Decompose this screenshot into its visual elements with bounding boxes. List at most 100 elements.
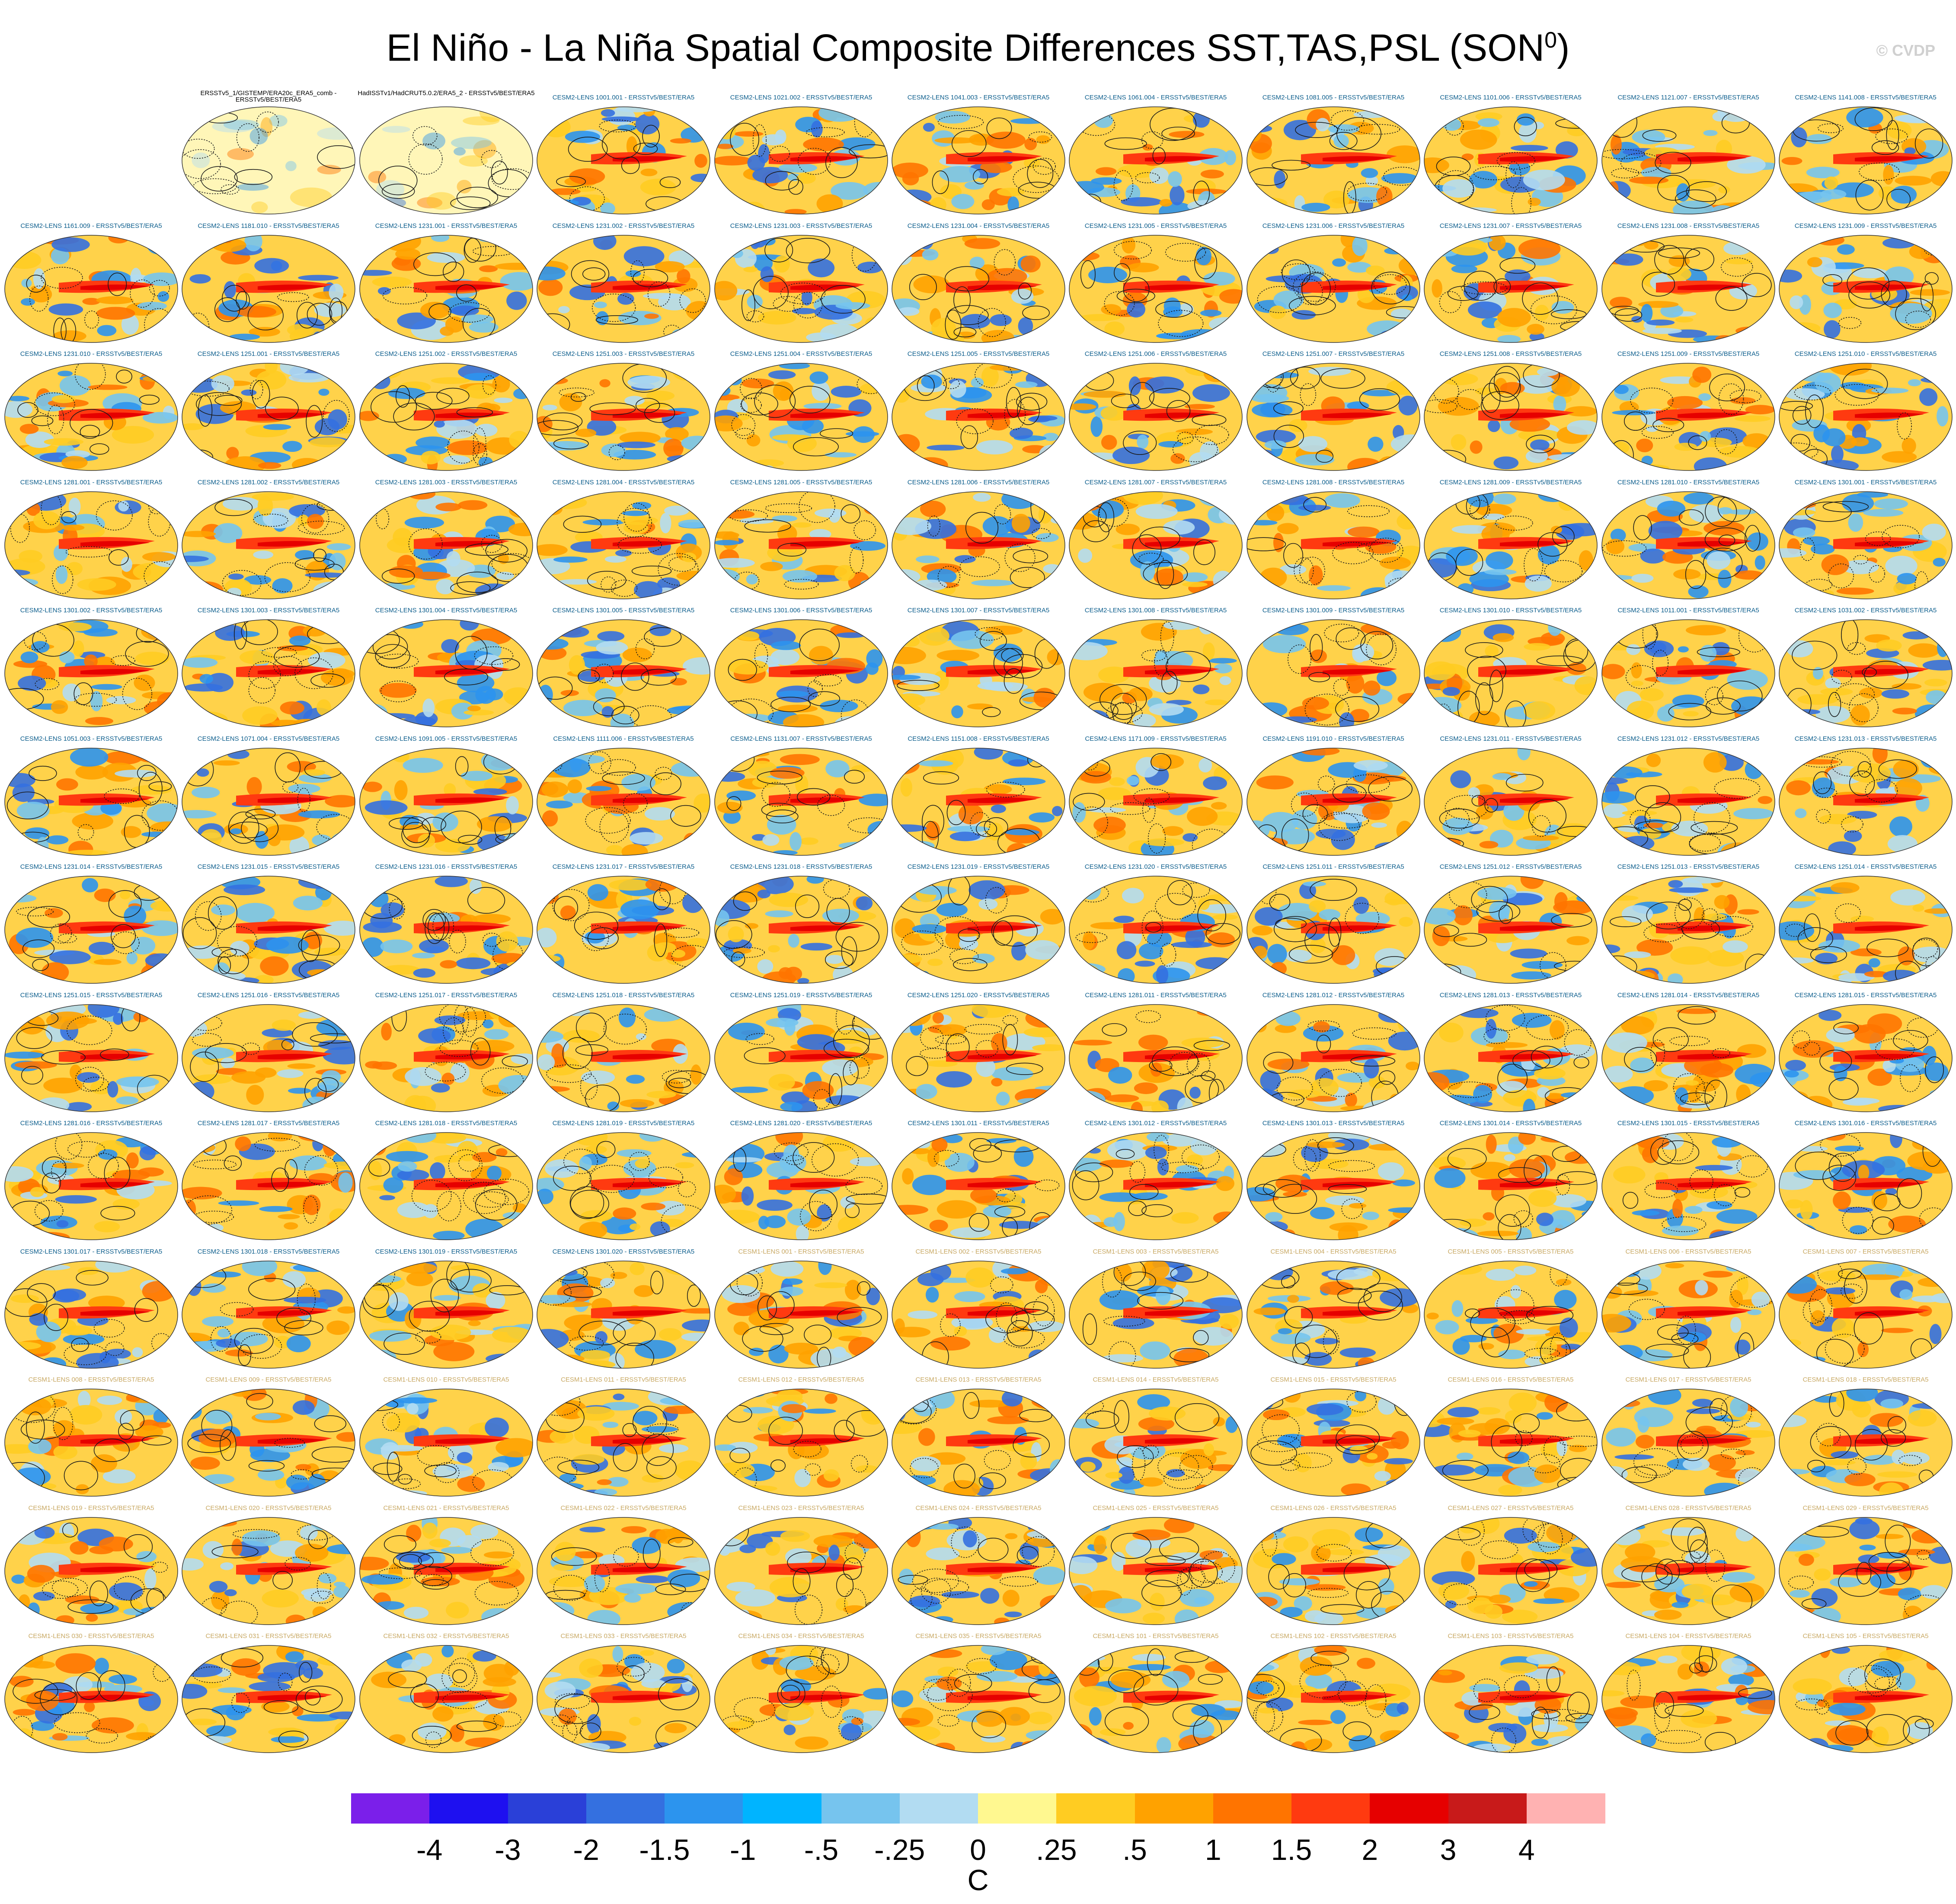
- composite-map: [1424, 1004, 1598, 1112]
- map-panel: CESM2-LENS 1231.018 - ERSSTv5/BEST/ERA5: [713, 859, 890, 987]
- panel-label: CESM2-LENS 1251.016 - ERSSTv5/BEST/ERA5: [197, 992, 340, 999]
- composite-map: [1601, 491, 1775, 599]
- map-panel: CESM2-LENS 1231.003 - ERSSTv5/BEST/ERA5: [713, 218, 890, 346]
- map-panel: CESM2-LENS 1021.002 - ERSSTv5/BEST/ERA5: [713, 90, 890, 218]
- panel-label: CESM2-LENS 1251.008 - ERSSTv5/BEST/ERA5: [1439, 350, 1582, 358]
- composite-map: [1424, 748, 1598, 856]
- panel-label: CESM2-LENS 1301.017 - ERSSTv5/BEST/ERA5: [20, 1248, 163, 1255]
- map-panel: CESM1-LENS 003 - ERSSTv5/BEST/ERA5: [1067, 1244, 1244, 1372]
- composite-map: [182, 1389, 355, 1497]
- composite-map: [1601, 363, 1775, 471]
- map-panel: CESM1-LENS 035 - ERSSTv5/BEST/ERA5: [890, 1629, 1067, 1757]
- map-panel: CESM2-LENS 1061.004 - ERSSTv5/BEST/ERA5: [1067, 90, 1244, 218]
- map-panel: CESM2-LENS 1281.006 - ERSSTv5/BEST/ERA5: [890, 475, 1067, 603]
- composite-map: [1779, 1004, 1953, 1112]
- map-panel: CESM1-LENS 033 - ERSSTv5/BEST/ERA5: [535, 1629, 712, 1757]
- composite-map: [4, 748, 178, 856]
- panel-label: CESM1-LENS 014 - ERSSTv5/BEST/ERA5: [1093, 1376, 1219, 1383]
- panel-label: CESM2-LENS 1231.004 - ERSSTv5/BEST/ERA5: [907, 222, 1050, 230]
- map-panel: CESM2-LENS 1301.009 - ERSSTv5/BEST/ERA5: [1245, 603, 1422, 731]
- panel-label: CESM2-LENS 1251.011 - ERSSTv5/BEST/ERA5: [1262, 863, 1404, 870]
- panel-label: CESM1-LENS 015 - ERSSTv5/BEST/ERA5: [1270, 1376, 1397, 1383]
- map-panel: CESM1-LENS 007 - ERSSTv5/BEST/ERA5: [1777, 1244, 1954, 1372]
- composite-map: [182, 1132, 355, 1240]
- composite-map: [892, 1004, 1065, 1112]
- composite-map: [714, 1004, 888, 1112]
- map-panel: CESM2-LENS 1231.015 - ERSSTv5/BEST/ERA5: [180, 859, 357, 987]
- composite-map: [359, 1517, 533, 1625]
- composite-map: [1424, 876, 1598, 984]
- composite-map: [1246, 1389, 1420, 1497]
- panel-label: CESM2-LENS 1231.011 - ERSSTv5/BEST/ERA5: [1440, 735, 1582, 742]
- panel-label: CESM1-LENS 033 - ERSSTv5/BEST/ERA5: [560, 1632, 687, 1640]
- map-panel: CESM1-LENS 016 - ERSSTv5/BEST/ERA5: [1422, 1372, 1599, 1500]
- map-panel: CESM2-LENS 1231.005 - ERSSTv5/BEST/ERA5: [1067, 218, 1244, 346]
- map-panel: CESM2-LENS 1231.017 - ERSSTv5/BEST/ERA5: [535, 859, 712, 987]
- composite-map: [1601, 619, 1775, 727]
- map-panel: CESM2-LENS 1231.008 - ERSSTv5/BEST/ERA5: [1600, 218, 1777, 346]
- composite-map: [359, 619, 533, 727]
- map-panel: CESM2-LENS 1171.009 - ERSSTv5/BEST/ERA5: [1067, 731, 1244, 859]
- map-panel: CESM1-LENS 032 - ERSSTv5/BEST/ERA5: [358, 1629, 535, 1757]
- map-panel: CESM2-LENS 1231.010 - ERSSTv5/BEST/ERA5: [3, 346, 180, 474]
- composite-map: [182, 235, 355, 343]
- map-panel: CESM1-LENS 004 - ERSSTv5/BEST/ERA5: [1245, 1244, 1422, 1372]
- map-panel: CESM2-LENS 1091.005 - ERSSTv5/BEST/ERA5: [358, 731, 535, 859]
- map-panel: CESM2-LENS 1281.015 - ERSSTv5/BEST/ERA5: [1777, 988, 1954, 1116]
- map-panel: CESM2-LENS 1251.008 - ERSSTv5/BEST/ERA5: [1422, 346, 1599, 474]
- map-panel: CESM1-LENS 015 - ERSSTv5/BEST/ERA5: [1245, 1372, 1422, 1500]
- map-panel: CESM2-LENS 1251.019 - ERSSTv5/BEST/ERA5: [713, 988, 890, 1116]
- map-panel: CESM1-LENS 013 - ERSSTv5/BEST/ERA5: [890, 1372, 1067, 1500]
- map-panel: CESM1-LENS 014 - ERSSTv5/BEST/ERA5: [1067, 1372, 1244, 1500]
- panel-label: CESM1-LENS 010 - ERSSTv5/BEST/ERA5: [383, 1376, 509, 1383]
- panel-label: HadISSTv1/HadCRUT5.0.2/ERA5_2 - ERSSTv5/…: [358, 90, 535, 97]
- panel-label: CESM2-LENS 1251.001 - ERSSTv5/BEST/ERA5: [197, 350, 340, 358]
- panel-label: CESM2-LENS 1301.019 - ERSSTv5/BEST/ERA5: [375, 1248, 518, 1255]
- map-panel: CESM2-LENS 1051.003 - ERSSTv5/BEST/ERA5: [3, 731, 180, 859]
- map-panel: CESM2-LENS 1301.013 - ERSSTv5/BEST/ERA5: [1245, 1116, 1422, 1244]
- map-panel: CESM1-LENS 027 - ERSSTv5/BEST/ERA5: [1422, 1501, 1599, 1629]
- panel-label: CESM2-LENS 1231.007 - ERSSTv5/BEST/ERA5: [1439, 222, 1582, 230]
- composite-map: [537, 106, 710, 214]
- panel-label: CESM2-LENS 1281.019 - ERSSTv5/BEST/ERA5: [552, 1120, 695, 1127]
- panel-label: CESM2-LENS 1281.011 - ERSSTv5/BEST/ERA5: [1085, 992, 1227, 999]
- map-panel: CESM2-LENS 1251.006 - ERSSTv5/BEST/ERA5: [1067, 346, 1244, 474]
- composite-map: [1779, 235, 1953, 343]
- colorbar-swatch: [351, 1793, 430, 1824]
- map-panel: CESM2-LENS 1231.020 - ERSSTv5/BEST/ERA5: [1067, 859, 1244, 987]
- map-panel: CESM1-LENS 026 - ERSSTv5/BEST/ERA5: [1245, 1501, 1422, 1629]
- colorbar-swatch: [743, 1793, 821, 1824]
- composite-map: [892, 1261, 1065, 1369]
- composite-map: [1246, 106, 1420, 214]
- map-panel: CESM2-LENS 1251.012 - ERSSTv5/BEST/ERA5: [1422, 859, 1599, 987]
- composite-map: [714, 235, 888, 343]
- panel-label: CESM2-LENS 1281.012 - ERSSTv5/BEST/ERA5: [1262, 992, 1405, 999]
- composite-map: [537, 1517, 710, 1625]
- colorbar-tick-label: 2: [1362, 1834, 1378, 1866]
- composite-map: [4, 619, 178, 727]
- composite-map: [892, 1517, 1065, 1625]
- panel-label: CESM1-LENS 031 - ERSSTv5/BEST/ERA5: [205, 1632, 332, 1640]
- map-panel: CESM1-LENS 018 - ERSSTv5/BEST/ERA5: [1777, 1372, 1954, 1500]
- panel-label: CESM2-LENS 1231.015 - ERSSTv5/BEST/ERA5: [197, 863, 340, 870]
- composite-map: [1601, 748, 1775, 856]
- panel-label: CESM2-LENS 1251.006 - ERSSTv5/BEST/ERA5: [1084, 350, 1227, 358]
- composite-map: [1246, 491, 1420, 599]
- map-panel: CESM2-LENS 1301.006 - ERSSTv5/BEST/ERA5: [713, 603, 890, 731]
- composite-map: [1069, 1389, 1243, 1497]
- composite-map: [714, 1517, 888, 1625]
- map-panel: CESM2-LENS 1251.020 - ERSSTv5/BEST/ERA5: [890, 988, 1067, 1116]
- colorbar-tick-label: -2: [573, 1834, 599, 1866]
- panel-label: CESM2-LENS 1251.007 - ERSSTv5/BEST/ERA5: [1262, 350, 1405, 358]
- composite-map: [359, 748, 533, 856]
- panel-label: CESM2-LENS 1231.012 - ERSSTv5/BEST/ERA5: [1617, 735, 1760, 742]
- colorbar-tick-label: 3: [1440, 1834, 1457, 1866]
- map-panel: CESM1-LENS 002 - ERSSTv5/BEST/ERA5: [890, 1244, 1067, 1372]
- map-panel: CESM1-LENS 005 - ERSSTv5/BEST/ERA5: [1422, 1244, 1599, 1372]
- panel-label: CESM1-LENS 103 - ERSSTv5/BEST/ERA5: [1448, 1632, 1574, 1640]
- panel-label: CESM1-LENS 021 - ERSSTv5/BEST/ERA5: [383, 1504, 509, 1512]
- composite-map: [1601, 1261, 1775, 1369]
- composite-map: [182, 106, 355, 214]
- composite-map: [1779, 491, 1953, 599]
- composite-map: [537, 876, 710, 984]
